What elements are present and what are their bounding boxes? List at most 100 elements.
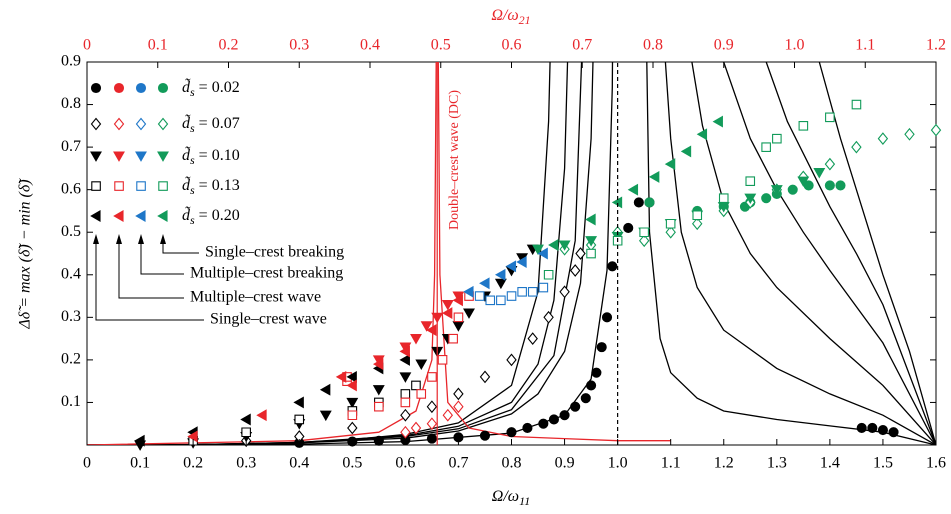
x-tick-label: 0.9 — [555, 455, 575, 472]
legend-marker — [135, 151, 147, 162]
data-point — [532, 244, 544, 256]
legend-marker — [90, 151, 102, 162]
data-point — [319, 383, 331, 396]
legend-marker — [135, 82, 147, 94]
data-point — [415, 359, 428, 371]
legend-marker — [113, 82, 125, 94]
data-point — [824, 157, 836, 171]
data-point — [548, 239, 559, 251]
theory-curve — [691, 62, 936, 445]
legend-symbol: d̃ — [182, 205, 191, 223]
data-point — [399, 372, 412, 383]
x-tick-label: 0.8 — [502, 455, 522, 472]
y-tick-label: 0.3 — [61, 308, 81, 325]
data-point — [452, 294, 463, 307]
legend-label: d̃s = 0.07 — [182, 113, 240, 134]
data-point — [930, 123, 942, 137]
data-point — [411, 380, 421, 391]
legend-sub: s — [190, 153, 195, 167]
theory-curve — [664, 62, 936, 445]
x-tick-label: 0.4 — [289, 455, 309, 472]
data-point — [346, 379, 357, 392]
data-point — [644, 197, 655, 208]
x-axis-label: Ω/ω11 — [492, 488, 530, 508]
legend-symbol: d̃ — [182, 77, 191, 95]
data-point — [426, 433, 437, 444]
x-label-sub: 11 — [519, 494, 530, 508]
data-point — [506, 353, 517, 367]
x-tick-label: 0.3 — [236, 455, 256, 472]
theory-curve — [723, 62, 936, 445]
legend-marker — [91, 181, 101, 191]
data-point — [543, 269, 554, 280]
legend-symbol: d̃ — [182, 145, 191, 163]
y-axis-label: Δδ̃ = max (δ̃) − min (δ̃) — [17, 178, 34, 330]
data-point — [835, 180, 846, 191]
data-point — [506, 427, 517, 438]
data-point — [559, 285, 570, 299]
y-tick-label: 0.4 — [61, 265, 81, 282]
regime-label: Single–crest breaking — [205, 244, 344, 261]
x-tick-label: 1.6 — [926, 455, 946, 472]
data-point — [335, 370, 347, 383]
data-point — [420, 321, 433, 332]
theory-curve — [87, 62, 583, 445]
data-point — [427, 372, 437, 382]
x-tick-label: 0.1 — [130, 455, 150, 472]
data-point — [770, 185, 783, 196]
data-point — [372, 385, 385, 396]
data-point — [638, 234, 650, 248]
x-tick-label: 0.6 — [395, 455, 415, 472]
data-point — [241, 427, 251, 438]
x-tick-label: 0 — [83, 455, 91, 472]
legend-marker — [157, 117, 169, 131]
regime-label: Multiple–crest wave — [190, 289, 321, 306]
data-point — [522, 422, 533, 434]
legend-sub: s — [190, 121, 195, 135]
legend-marker — [90, 82, 102, 94]
arrow-head — [116, 234, 122, 244]
legend-sub: s — [190, 213, 195, 227]
x2-tick-label: 0.3 — [289, 37, 309, 54]
data-point — [494, 278, 507, 290]
arrow-head — [160, 234, 166, 244]
data-point — [479, 430, 491, 441]
data-point — [639, 227, 649, 238]
legend-marker — [158, 181, 168, 191]
legend-marker — [113, 210, 124, 222]
data-point — [426, 324, 437, 337]
y-tick-label: 0.5 — [61, 223, 81, 240]
x2-tick-label: 1.1 — [855, 37, 875, 54]
data-point — [400, 397, 411, 408]
data-point — [453, 387, 464, 401]
data-point — [505, 260, 517, 273]
data-point — [665, 218, 676, 229]
data-point — [543, 310, 554, 324]
data-point — [580, 393, 591, 404]
x2-tick-label: 1.2 — [926, 37, 946, 54]
data-point — [538, 282, 549, 293]
theory-curve — [87, 62, 594, 445]
data-point — [591, 367, 602, 378]
data-point — [400, 408, 411, 422]
data-point — [293, 396, 304, 409]
legend-marker — [90, 210, 101, 222]
data-point — [453, 312, 464, 323]
theory-curve — [646, 62, 936, 445]
dc-annotation: Double–crest wave (DC) — [447, 90, 462, 230]
data-point — [463, 285, 474, 298]
data-point — [712, 115, 723, 128]
x-tick-label: 1.3 — [767, 455, 787, 472]
x2-tick-label: 0.5 — [431, 37, 451, 54]
data-point — [648, 170, 660, 183]
x-tick-label: 1.4 — [820, 455, 840, 472]
legend-marker — [157, 151, 169, 162]
legend-marker — [157, 210, 168, 222]
data-point — [575, 247, 586, 260]
x-tick-label: 1.1 — [661, 455, 681, 472]
data-point — [851, 99, 862, 110]
data-point — [426, 417, 438, 431]
data-point — [824, 180, 835, 191]
legend-label: d̃s = 0.13 — [182, 175, 240, 196]
